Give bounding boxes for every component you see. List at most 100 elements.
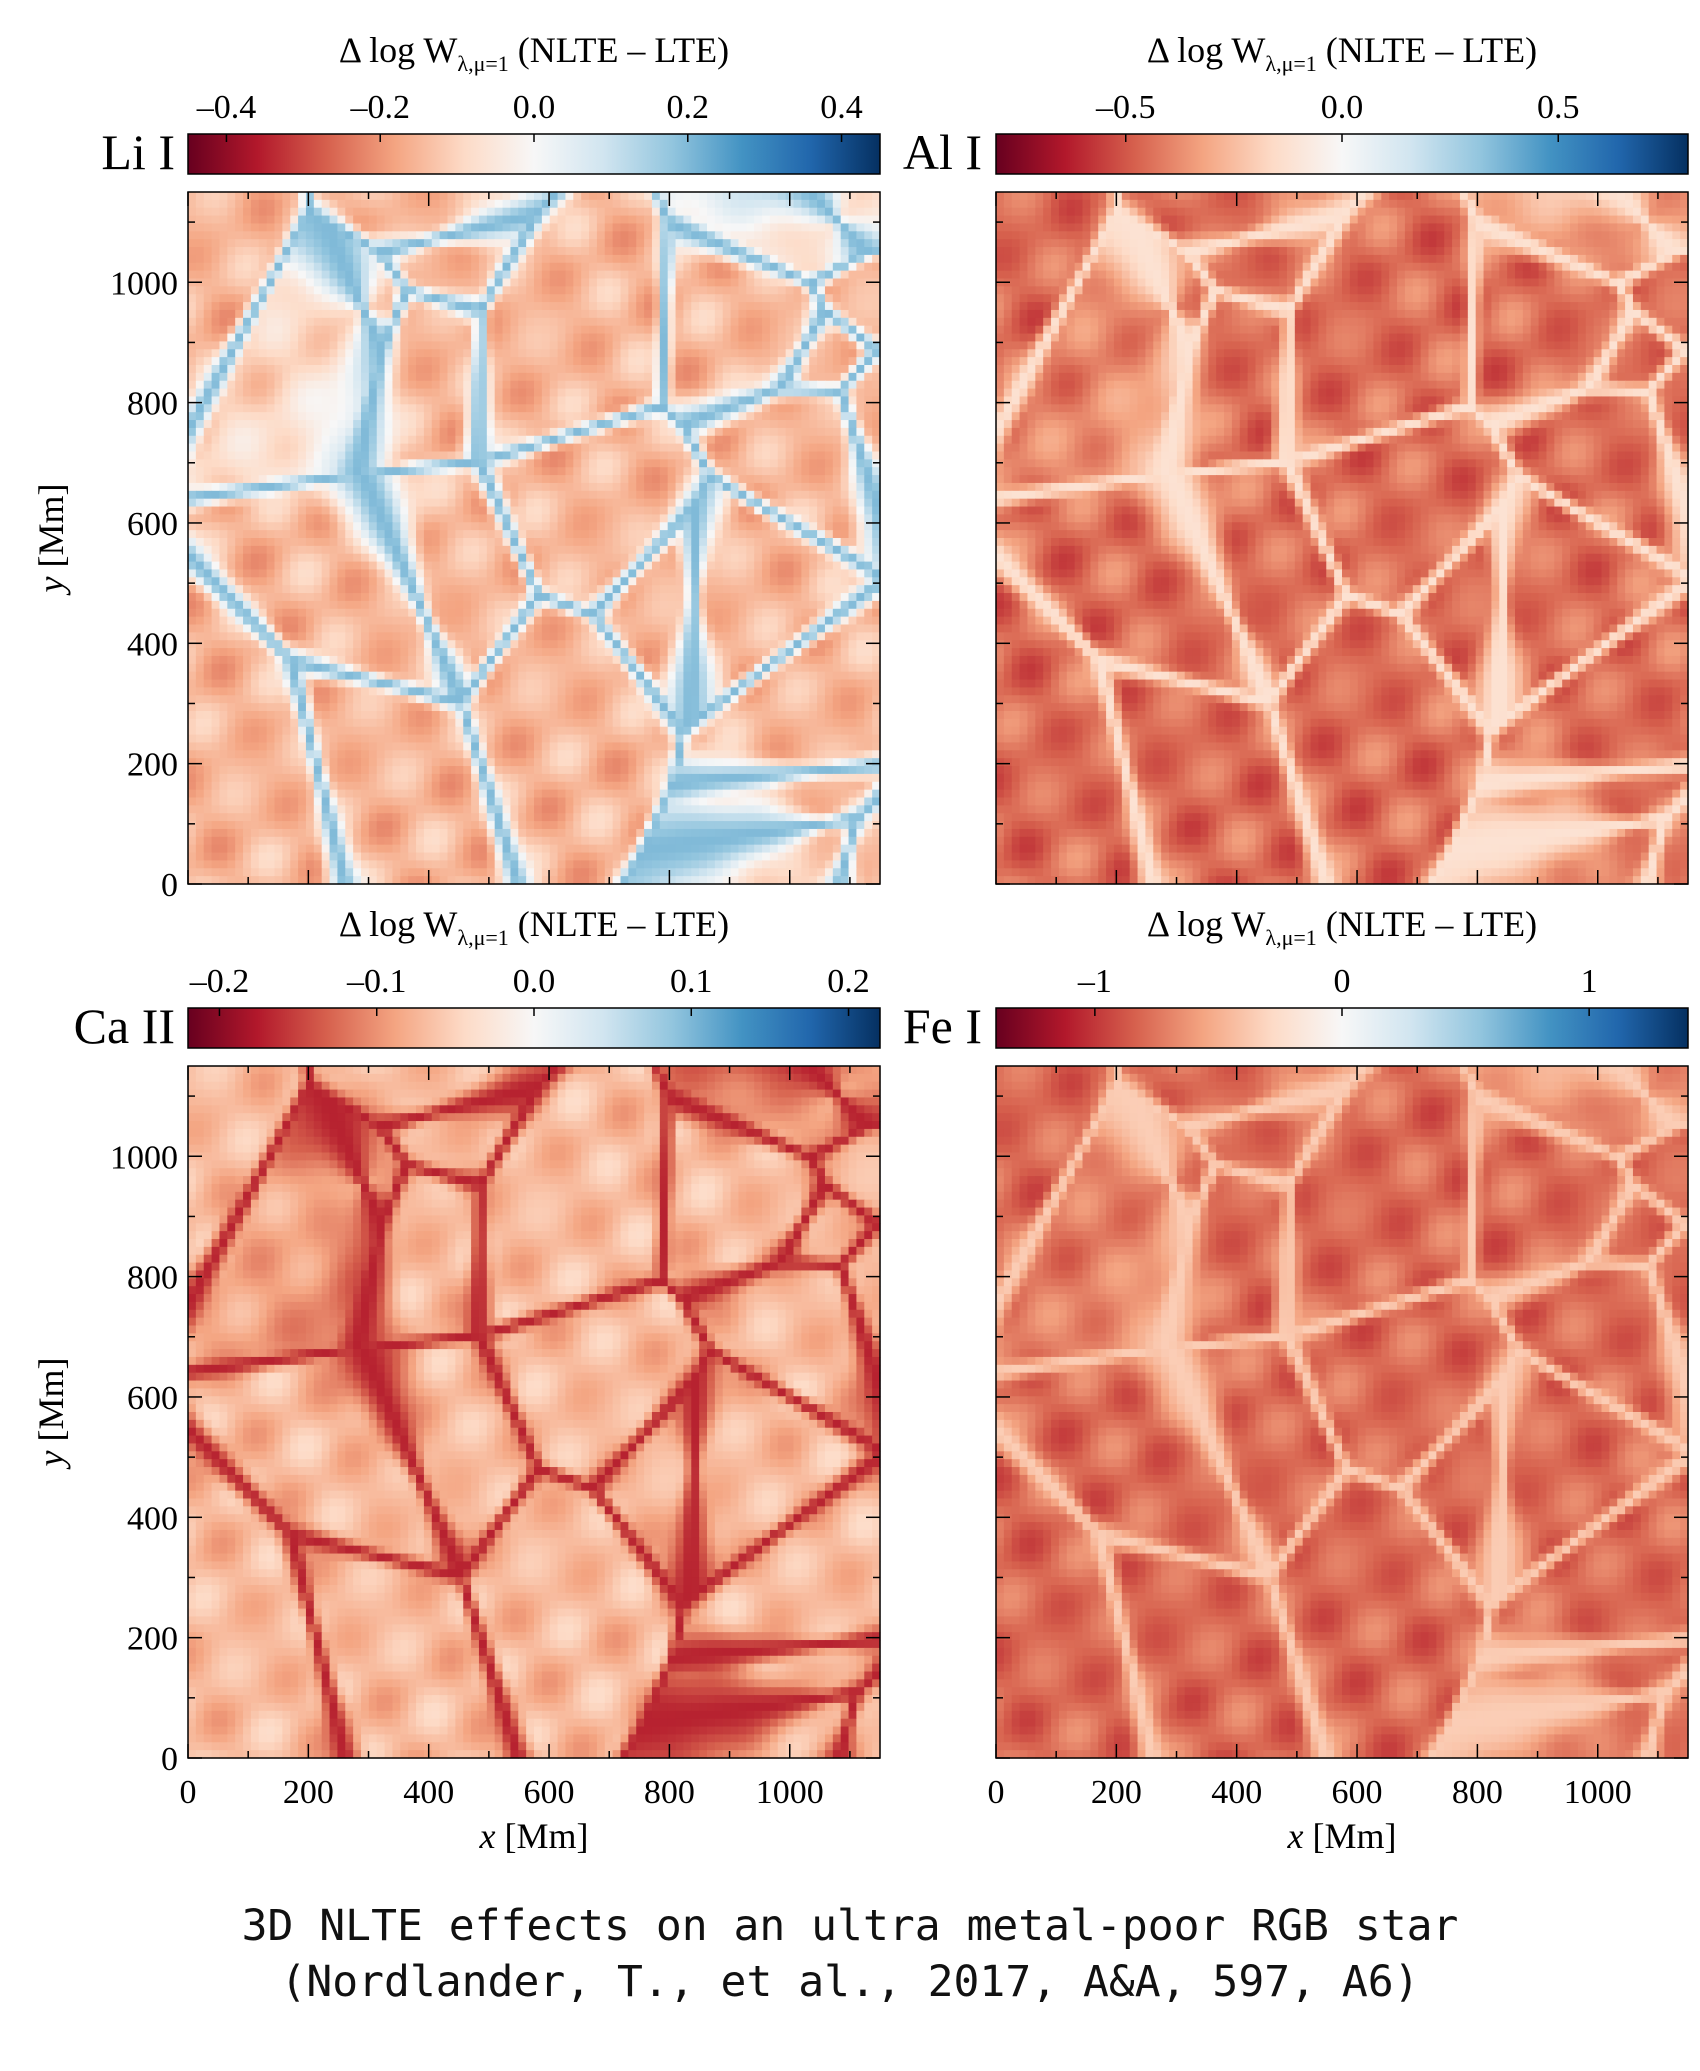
heatmap-cell xyxy=(557,498,567,508)
heatmap-cell xyxy=(872,545,881,555)
heatmap-cell xyxy=(337,435,346,445)
heatmap-cell xyxy=(856,498,865,508)
heatmap-cell xyxy=(219,420,228,429)
heatmap-cell xyxy=(872,388,881,398)
heatmap-cell xyxy=(785,365,795,374)
heatmap-cell xyxy=(494,262,504,272)
heatmap-cell xyxy=(872,317,881,327)
heatmap-cell xyxy=(856,427,865,437)
heatmap-cell xyxy=(769,475,779,484)
heatmap-cell xyxy=(416,270,425,280)
heatmap-cell xyxy=(471,207,480,217)
heatmap-cell xyxy=(541,412,551,421)
heatmap-cell xyxy=(848,365,858,374)
heatmap-cell xyxy=(329,467,339,476)
heatmap-cell xyxy=(699,286,708,295)
heatmap-cell xyxy=(730,341,740,350)
heatmap-cell xyxy=(313,239,323,248)
heatmap-cell xyxy=(604,538,614,547)
heatmap-cell xyxy=(313,412,323,421)
heatmap-cell xyxy=(486,396,496,405)
heatmap-cell xyxy=(801,420,810,429)
heatmap-cell xyxy=(353,192,362,201)
heatmap-cell xyxy=(793,365,802,374)
heatmap-cell xyxy=(447,388,456,398)
heatmap-cell xyxy=(235,451,244,460)
heatmap-cell xyxy=(809,215,818,225)
heatmap-cell xyxy=(250,490,260,500)
heatmap-cell xyxy=(793,443,802,453)
heatmap-cell xyxy=(738,247,747,256)
heatmap-cell xyxy=(203,278,213,287)
heatmap-cell xyxy=(722,325,732,335)
heatmap-cell xyxy=(376,317,386,327)
heatmap-cell xyxy=(298,341,307,350)
heatmap-cell xyxy=(274,420,283,429)
heatmap-cell xyxy=(353,365,362,374)
heatmap-cell xyxy=(675,199,685,209)
heatmap-cell xyxy=(754,616,763,626)
heatmap-cell xyxy=(541,467,551,476)
heatmap-cell xyxy=(486,632,496,641)
heatmap-cell xyxy=(361,420,370,429)
heatmap-cell xyxy=(526,482,535,492)
heatmap-cell xyxy=(596,506,606,516)
heatmap-cell xyxy=(329,231,339,240)
heatmap-cell xyxy=(785,506,795,516)
heatmap-cell xyxy=(313,545,323,555)
heatmap-cell xyxy=(203,294,213,303)
heatmap-cell xyxy=(714,294,724,303)
heatmap-cell xyxy=(644,317,653,327)
heatmap-cell xyxy=(188,514,197,523)
heatmap-cell xyxy=(699,561,708,571)
heatmap-cell xyxy=(510,357,519,366)
heatmap-cell xyxy=(714,538,724,547)
heatmap-cell xyxy=(785,522,795,531)
heatmap-cell xyxy=(777,506,787,516)
heatmap-cell xyxy=(471,490,480,500)
heatmap-cell xyxy=(604,380,614,390)
heatmap-cell xyxy=(345,309,354,319)
heatmap-cell xyxy=(651,561,661,571)
heatmap-cell xyxy=(714,412,724,421)
heatmap-cell xyxy=(313,278,323,287)
heatmap-cell xyxy=(250,506,260,516)
heatmap-cell xyxy=(211,577,221,586)
heatmap-cell xyxy=(596,443,606,453)
heatmap-cell xyxy=(801,608,810,618)
heatmap-cell xyxy=(329,569,339,578)
heatmap-cell xyxy=(329,530,339,539)
heatmap-cell xyxy=(463,223,472,232)
heatmap-cell xyxy=(565,207,574,217)
heatmap-cell xyxy=(447,372,456,382)
heatmap-cell xyxy=(856,585,865,594)
heatmap-cell xyxy=(298,514,307,523)
heatmap-cell xyxy=(864,475,873,484)
heatmap-cell xyxy=(258,396,268,405)
heatmap-cell xyxy=(699,341,708,350)
heatmap-cell xyxy=(730,585,740,594)
heatmap-cell xyxy=(384,357,394,366)
heatmap-cell xyxy=(722,262,732,272)
heatmap-cell xyxy=(762,270,771,280)
heatmap-cell xyxy=(872,561,881,571)
heatmap-cell xyxy=(439,223,449,232)
heatmap-cell xyxy=(321,545,331,555)
heatmap-cell xyxy=(447,341,456,350)
heatmap-cell xyxy=(416,365,425,374)
heatmap-cell xyxy=(809,443,818,453)
heatmap-cell xyxy=(856,404,865,413)
heatmap-cell xyxy=(785,294,795,303)
heatmap-cell xyxy=(604,545,614,555)
heatmap-cell xyxy=(651,262,661,272)
heatmap-cell xyxy=(337,231,346,240)
heatmap-cell xyxy=(290,553,299,563)
heatmap-cell xyxy=(203,553,213,563)
heatmap-cell xyxy=(494,333,504,343)
heatmap-cell xyxy=(620,294,629,303)
heatmap-cell xyxy=(345,262,354,272)
heatmap-cell xyxy=(494,514,504,523)
heatmap-cell xyxy=(478,624,488,633)
heatmap-cell xyxy=(651,380,661,390)
heatmap-cell xyxy=(699,585,708,594)
